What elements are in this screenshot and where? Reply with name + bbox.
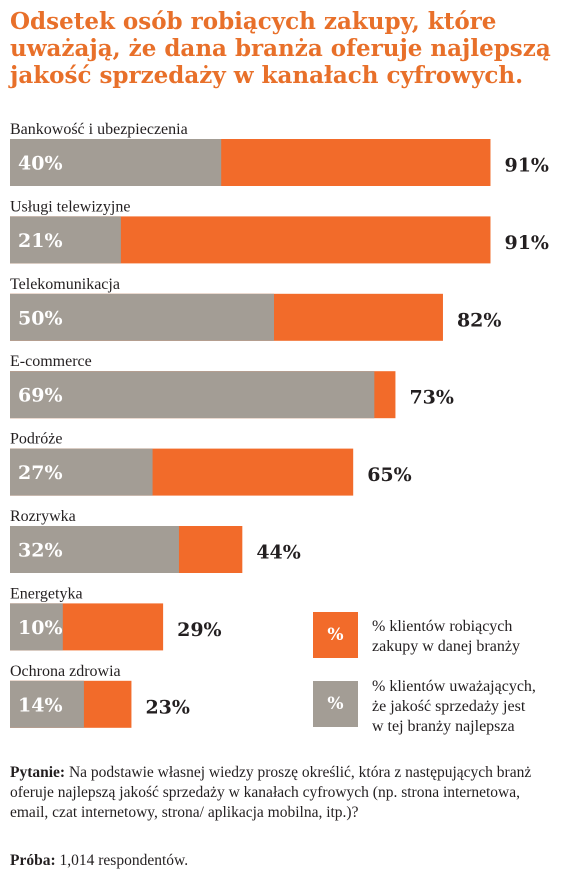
legend-item-quality: % klientów uważających, że jakość sprzed… [372,677,562,737]
bar-quality [10,680,84,728]
category-label: Energetyka [10,585,83,602]
legend-line: zakupy w danej branży [372,638,520,655]
data-label-quality: 27% [18,462,63,484]
data-label-buyers: 23% [145,696,190,718]
legend-line: że jakość sprzedaży jest [372,698,526,715]
data-label-buyers: 44% [256,542,301,564]
category-label: Rozrywka [10,508,76,525]
data-label-buyers: 29% [177,619,222,641]
bar-quality [10,526,179,573]
legend-item-buyers: % klientów robiących zakupy w danej bran… [372,617,562,657]
category-label: Telekomunikacja [10,276,120,293]
legend-swatch-quality: % [313,681,358,727]
data-label-quality: 21% [18,230,63,252]
data-label-quality: 50% [18,307,63,329]
data-label-buyers: 91% [504,155,548,177]
bar-quality [10,371,375,419]
legend-line: % klientów robiących [372,618,513,635]
data-label-buyers: 65% [367,464,412,486]
question-text: Na podstawie własnej wiedzy proszę okreś… [10,764,532,821]
legend-swatch-buyers: % [313,612,358,658]
sample-text: 1,014 respondentów. [55,852,189,869]
data-label-quality: 14% [18,694,63,716]
data-label-quality: 40% [18,153,63,175]
legend-line: % klientów uważających, [372,678,536,695]
category-label: Ochrona zdrowia [10,663,121,680]
bar-quality [10,603,63,651]
data-label-quality: 10% [18,617,63,639]
category-label: E-commerce [10,353,92,370]
category-label: Podróże [10,431,62,448]
bar-quality [10,139,222,186]
bar-quality [10,216,121,264]
bar-chart: Bankowość i ubezpieczenia 40% 91% Usługi te… [10,121,549,728]
data-label-buyers: 91% [504,232,548,254]
question-note: Pytanie: Na podstawie własnej wiedzy pro… [10,763,550,823]
sample-label: Próba: [10,852,56,869]
category-label: Bankowość i ubezpieczenia [10,121,188,138]
bar-quality [10,448,153,496]
legend-line: w tej branży najlepsza [372,718,515,735]
data-label-buyers: 82% [457,309,502,331]
data-label-buyers: 73% [409,387,454,409]
category-label: Usługi telewizyjne [10,198,130,215]
data-label-quality: 69% [18,385,63,407]
data-label-quality: 32% [18,540,63,562]
chart-title: Odsetek osób robiących zakupy, które uwa… [10,8,551,89]
bar-quality [10,293,274,341]
question-label: Pytanie: [10,764,66,781]
legend-swatch-label: % [327,625,344,645]
legend-swatch-label: % [327,694,344,714]
sample-note: Próba: 1,014 respondentów. [10,851,550,871]
